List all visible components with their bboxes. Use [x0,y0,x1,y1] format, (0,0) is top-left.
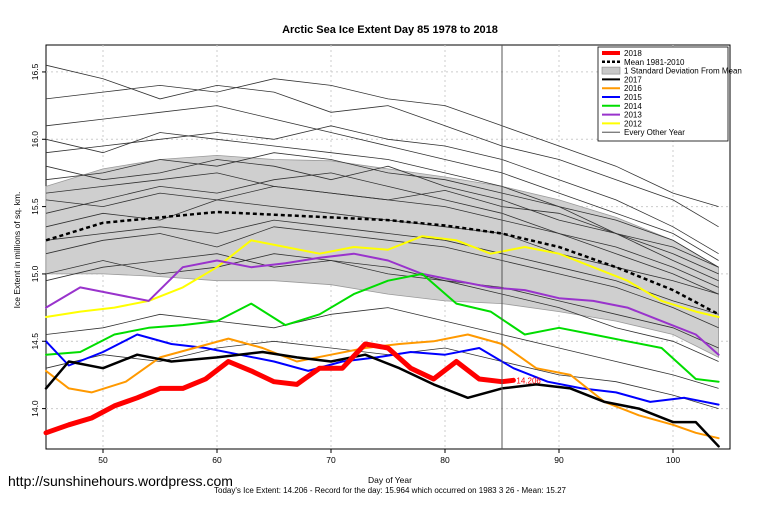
x-tick-label: 50 [98,455,108,465]
y-tick-label: 15.5 [30,198,40,215]
year-line [45,226,719,329]
y-tick-label: 14.5 [30,333,40,350]
legend-swatch-1-standard-deviation-from-mean [601,66,621,75]
series-line-2012 [45,235,720,318]
y-tick-label: 15.0 [30,265,40,282]
x-tick-label: 90 [554,455,564,465]
legend-label: 1 Standard Deviation From Mean [624,67,742,76]
year-line [45,132,719,268]
highlighted-year-lines [43,45,720,449]
series-line-2013 [45,252,720,356]
x-tick-label: 80 [440,455,450,465]
axes: 50 60 70 80 90 100 14.0 14.5 15.0 15.5 16.0 16.5 [30,63,680,465]
x-tick-label: 100 [666,455,680,465]
x-tick-label: 70 [326,455,336,465]
y-axis-label: Ice Extent in millions of sq. km. [12,192,22,309]
year-line [45,253,719,362]
series-line-2015 [45,333,720,406]
legend-label: 2014 [624,102,642,111]
legend-label: 2016 [624,84,642,93]
mean-line [45,210,720,316]
legend-label: 2012 [624,119,642,128]
year-line [45,253,719,349]
year-line [45,159,719,282]
y-tick-label: 16.5 [30,63,40,80]
year-line [45,219,719,315]
year-line [45,64,719,228]
year-line [45,105,719,261]
chart-title: Arctic Sea Ice Extent Day 85 1978 to 201… [282,24,498,36]
legend-label: 2017 [624,75,642,84]
source-watermark: http://sunshinehours.wordpress.com [8,473,233,489]
series-line-2017 [44,350,720,448]
series-line-2016 [45,333,720,440]
year-line [45,172,719,288]
std-dev-area [45,154,719,359]
x-axis-label: Day of Year [368,475,412,485]
legend-label: 2015 [624,93,642,102]
legend-label: Every Other Year [624,128,685,137]
year-line [45,125,719,255]
series-line-2014 [45,272,720,383]
x-tick-label: 60 [212,455,222,465]
legend-label: 2013 [624,111,642,120]
legend-label: 2018 [624,49,642,58]
current-value-label: 14.206 [516,376,541,385]
year-line [45,78,719,207]
year-line [45,172,719,295]
year-line [45,307,719,389]
year-line [45,340,719,409]
y-tick-label: 16.0 [30,131,40,148]
footer-note: Today's Ice Extent: 14.206 - Record for … [214,486,567,495]
y-tick-label: 14.0 [30,400,40,417]
series-line-2018 [43,341,516,436]
legend-label: Mean 1981-2010 [624,58,685,67]
std-dev-band [45,154,719,359]
